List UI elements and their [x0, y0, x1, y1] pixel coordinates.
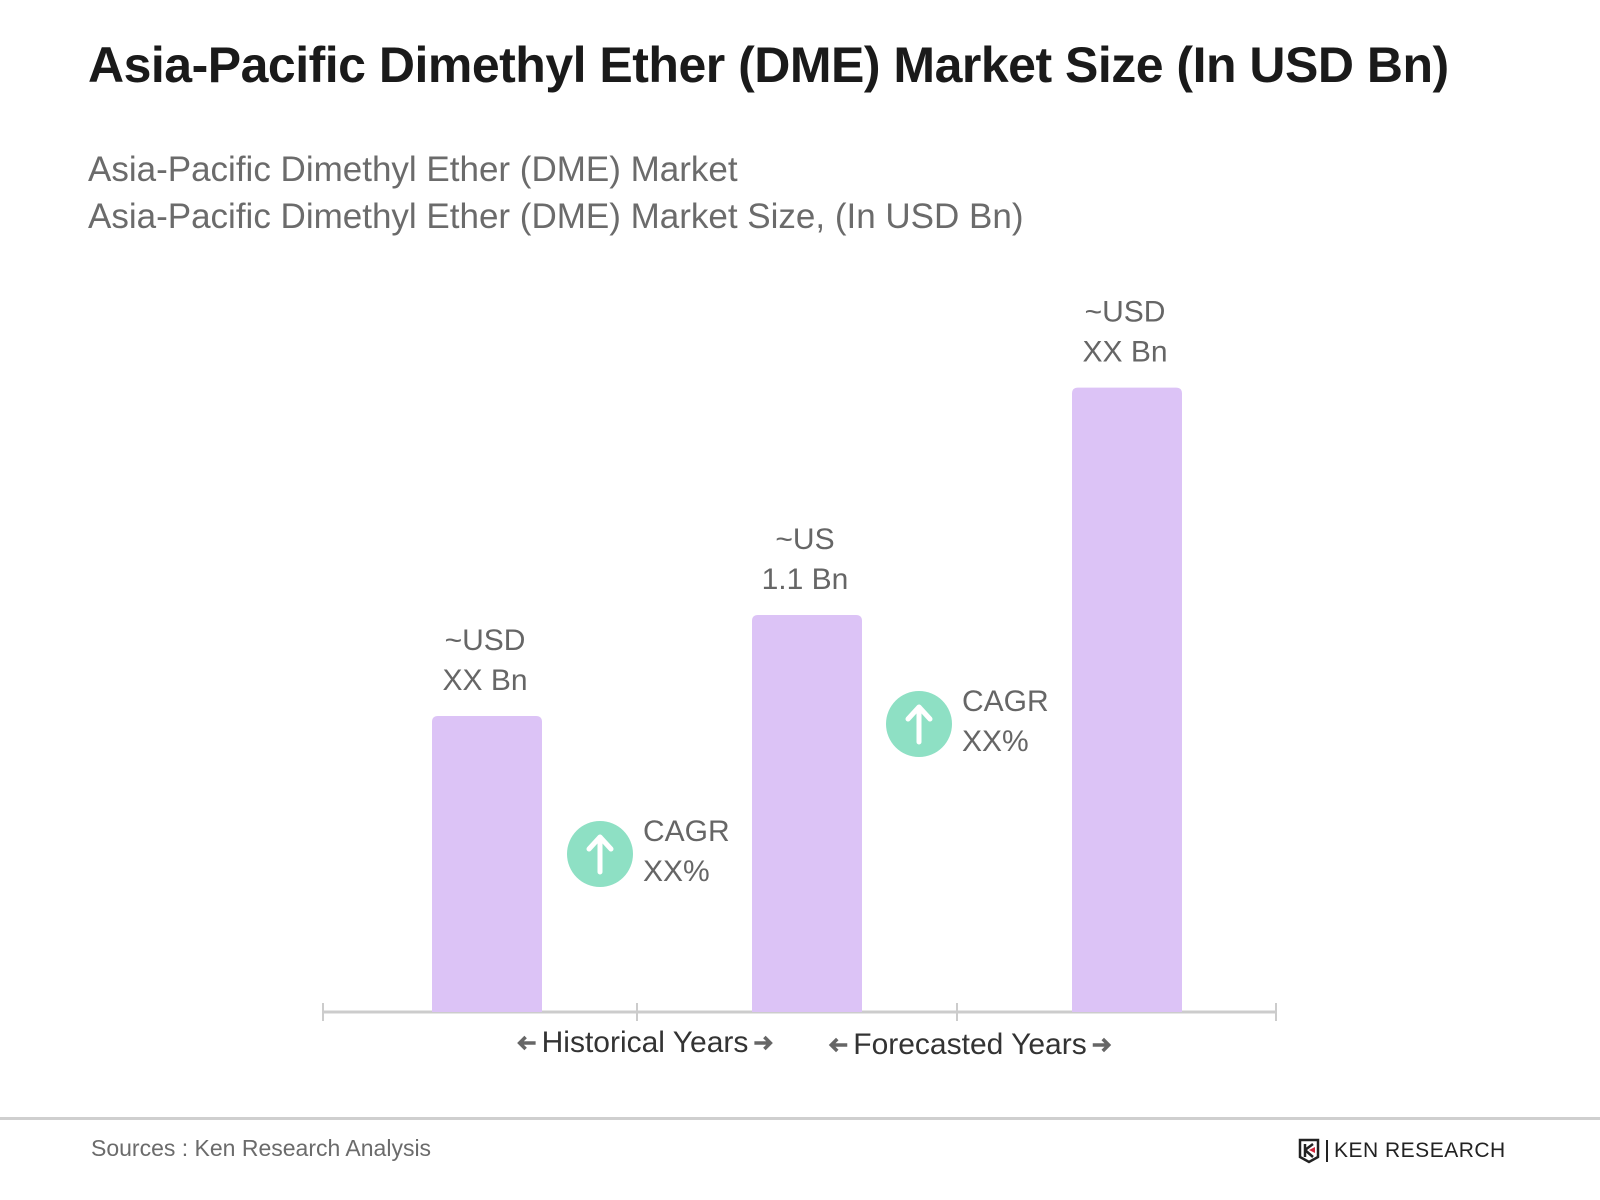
bar [432, 716, 542, 1012]
logo-shield-icon [1298, 1138, 1320, 1164]
source-note: Sources : Ken Research Analysis [91, 1135, 432, 1161]
cagr-label: CAGR [643, 815, 730, 848]
arrow-right-icon [754, 1035, 773, 1051]
cagr-value: XX% [643, 855, 710, 888]
data-label: XX Bn [442, 664, 527, 697]
arrow-left-icon [517, 1035, 536, 1051]
chart-subtitle-units: Asia-Pacific Dimethyl Ether (DME) Market… [88, 197, 1024, 236]
logo-divider [1326, 1140, 1328, 1162]
period-label: Historical Years [542, 1026, 749, 1059]
arrow-right-icon [1092, 1037, 1112, 1053]
bar-chart: ~USD XX Bn ~US 1.1 Bn ~USD XX Bn CAGR XX% CAGR XX… [322, 296, 1277, 1061]
data-label: ~USD [1085, 296, 1166, 329]
bar [1072, 387, 1182, 1012]
bar [752, 615, 862, 1012]
logo-text: KEN RESEARCH [1334, 1139, 1506, 1162]
cagr-value: XX% [962, 725, 1029, 758]
arrow-up-icon [905, 704, 933, 745]
data-label: 1.1 Bn [762, 563, 849, 596]
data-label: XX Bn [1082, 336, 1167, 369]
data-label: ~US [775, 523, 834, 556]
chart-subtitle: Asia-Pacific Dimethyl Ether (DME) Market [88, 150, 738, 189]
period-label: Forecasted Years [853, 1028, 1086, 1061]
cagr-label: CAGR [962, 685, 1049, 718]
data-label: ~USD [445, 624, 526, 657]
ken-research-logo: KEN RESEARCH [1298, 1138, 1506, 1164]
footer-divider [0, 1117, 1600, 1120]
arrow-up-icon [586, 834, 614, 875]
page-title: Asia-Pacific Dimethyl Ether (DME) Market… [88, 37, 1449, 93]
arrow-left-icon [828, 1037, 848, 1053]
